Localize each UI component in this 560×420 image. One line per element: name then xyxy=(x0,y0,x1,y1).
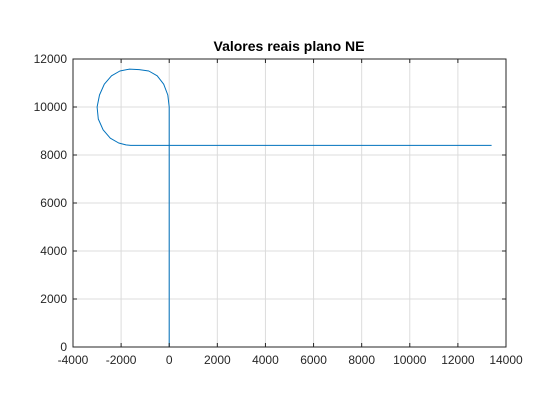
x-tick-label: 2000 xyxy=(204,353,231,367)
x-tick-label: 12000 xyxy=(441,353,475,367)
chart-title: Valores reais plano NE xyxy=(214,38,365,54)
x-tick-label: -2000 xyxy=(106,353,137,367)
y-tick-labels: 0 2000 4000 6000 8000 10000 12000 xyxy=(34,52,68,354)
x-tick-label: 4000 xyxy=(252,353,279,367)
y-tick-label: 10000 xyxy=(34,100,68,114)
x-tick-label: -4000 xyxy=(58,353,89,367)
x-tick-label: 0 xyxy=(166,353,173,367)
y-tick-label: 8000 xyxy=(40,148,67,162)
x-tick-label: 6000 xyxy=(300,353,327,367)
y-tick-label: 2000 xyxy=(40,292,67,306)
x-tick-label: 8000 xyxy=(348,353,375,367)
y-tick-label: 4000 xyxy=(40,244,67,258)
grid xyxy=(73,59,506,347)
x-tick-labels: -4000 -2000 0 2000 4000 6000 8000 10000 12000 140… xyxy=(58,353,523,367)
series-line xyxy=(97,69,492,347)
y-tick-label: 6000 xyxy=(40,196,67,210)
y-tick-label: 12000 xyxy=(34,52,68,66)
series-layer xyxy=(97,69,492,347)
x-tick-label: 14000 xyxy=(489,353,523,367)
x-tick-label: 10000 xyxy=(393,353,427,367)
y-tick-label: 0 xyxy=(60,340,67,354)
